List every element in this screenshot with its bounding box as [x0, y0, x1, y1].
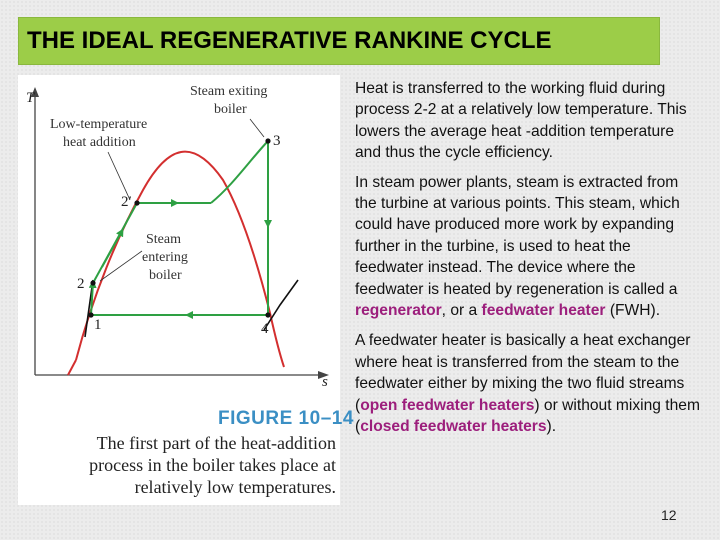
- ts-diagram: T s 1 2 2′ 3 4 St: [26, 84, 329, 390]
- paragraph-2-text-b: , or a: [441, 302, 482, 320]
- saturation-dome: [75, 150, 285, 368]
- state-label-4: 4: [261, 321, 269, 337]
- liquid-line: [67, 359, 77, 376]
- t-axis-label: T: [26, 90, 36, 106]
- leader-steam-exiting: [249, 118, 265, 138]
- state-label-2: 2: [77, 276, 85, 292]
- figure-panel: T s 1 2 2′ 3 4 St: [18, 75, 353, 505]
- state-point-2: [90, 280, 96, 286]
- title-bar: THE IDEAL REGENERATIVE RANKINE CYCLE: [18, 17, 660, 65]
- text-content: Heat is transferred to the working fluid…: [355, 78, 701, 446]
- state-label-1: 1: [94, 317, 102, 333]
- paragraph-3-text-c: ).: [546, 418, 557, 436]
- paragraph-3-text-b: ) or without mixing them (: [355, 396, 700, 436]
- state-label-3: 3: [273, 133, 281, 149]
- term-regenerator: regenerator: [355, 302, 442, 320]
- state-point-4: [265, 312, 271, 318]
- state-point-1: [88, 312, 94, 318]
- term-open-feedwater-heaters: open feedwater heaters: [360, 396, 535, 414]
- paragraph-3: A feedwater heater is basically a heat e…: [355, 330, 701, 437]
- figure-number: FIGURE 10–14: [218, 408, 354, 429]
- t-axis-arrow: [31, 87, 39, 97]
- label-steam-entering-1: Steam: [146, 232, 181, 247]
- leader-low-temp: [107, 151, 131, 201]
- label-steam-exiting-2: boiler: [214, 102, 247, 117]
- paragraph-3-text-a: A feedwater heater is basically a heat e…: [355, 332, 691, 414]
- isobar-lower: [263, 279, 299, 331]
- state-point-3: [265, 138, 271, 144]
- paragraph-1: Heat is transferred to the working fluid…: [355, 80, 687, 162]
- process-superheat: [210, 140, 269, 204]
- figure-caption: The first part of the heat-addition proc…: [89, 433, 336, 497]
- term-closed-feedwater-heaters: closed feedwater heaters: [360, 418, 547, 436]
- label-steam-exiting-1: Steam exiting: [190, 84, 267, 99]
- process-1-2: [88, 280, 97, 316]
- label-low-temp-2: heat addition: [63, 135, 136, 150]
- state-label-2prime: 2′: [121, 194, 132, 210]
- state-point-2prime: [134, 200, 140, 206]
- paragraph-2-text-c: (FWH).: [605, 302, 661, 320]
- process-2-2prime-arrow: [101, 228, 124, 268]
- leader-steam-entering: [99, 250, 143, 282]
- s-axis-arrow: [318, 371, 329, 379]
- label-steam-entering-2: entering: [142, 250, 188, 265]
- term-feedwater-heater: feedwater heater: [481, 302, 606, 320]
- s-axis-label: s: [322, 374, 328, 390]
- page-number: 12: [661, 507, 677, 523]
- label-steam-entering-3: boiler: [149, 268, 182, 283]
- paragraph-2: In steam power plants, steam is extracte…: [355, 172, 701, 322]
- paragraph-2-text-a: In steam power plants, steam is extracte…: [355, 173, 680, 298]
- slide-title: THE IDEAL REGENERATIVE RANKINE CYCLE: [27, 27, 552, 54]
- label-low-temp-1: Low-temperature: [50, 117, 147, 132]
